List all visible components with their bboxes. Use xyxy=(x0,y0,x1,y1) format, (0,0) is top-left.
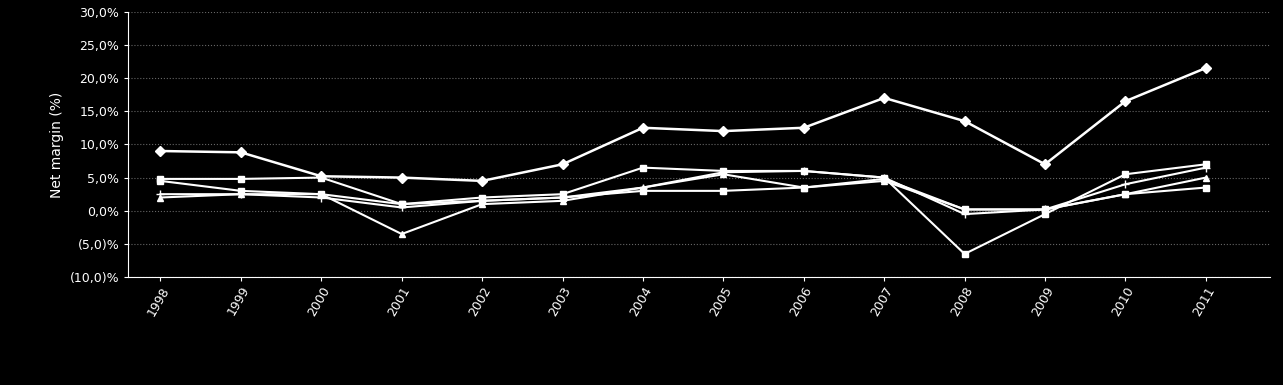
Y-axis label: Net margin (%): Net margin (%) xyxy=(50,91,64,198)
